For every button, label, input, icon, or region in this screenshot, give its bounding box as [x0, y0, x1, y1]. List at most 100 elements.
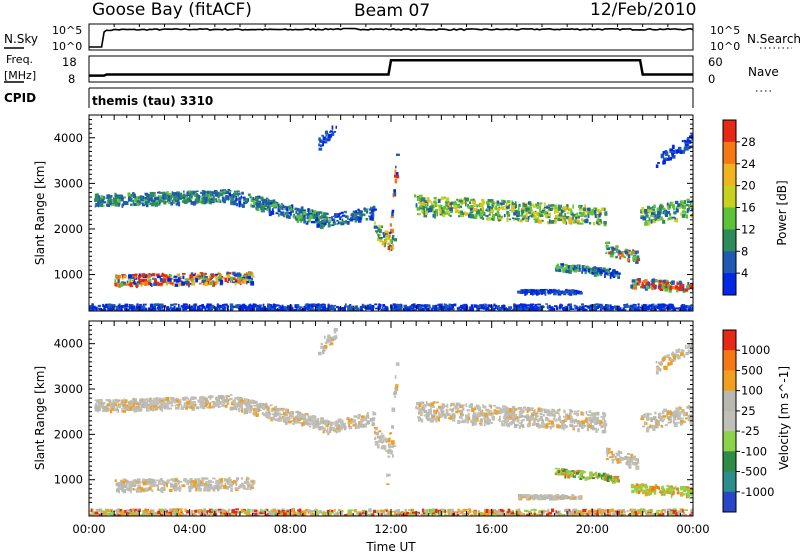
heatmap-cell [486, 413, 488, 417]
heatmap-cell [210, 281, 213, 285]
heatmap-cell [394, 307, 396, 309]
heatmap-cell [567, 212, 570, 214]
colorbar-tick-label: 4 [741, 266, 748, 280]
heatmap-cell [459, 200, 463, 202]
heatmap-cell [218, 199, 221, 201]
heatmap-cell [557, 409, 559, 411]
colorbar-tick-label: 16 [741, 201, 756, 215]
heatmap-cell [600, 305, 603, 308]
heatmap-cell [137, 200, 141, 202]
heatmap-cell [483, 417, 487, 419]
heatmap-cell [504, 414, 508, 417]
heatmap-cell [457, 408, 460, 410]
heatmap-cell [624, 250, 627, 252]
heatmap-cell [600, 421, 603, 424]
heatmap-cell [224, 399, 228, 402]
heatmap-cell [498, 217, 500, 219]
heatmap-cell [575, 216, 577, 219]
heatmap-cell [391, 440, 395, 444]
heatmap-cell [573, 425, 575, 429]
heatmap-cell [680, 151, 683, 154]
heatmap-cell [395, 179, 398, 184]
heatmap-cell [131, 277, 134, 279]
heatmap-cell [646, 428, 649, 432]
heatmap-cell [637, 250, 639, 253]
heatmap-cell [661, 425, 663, 427]
heatmap-cell [533, 410, 535, 414]
heatmap-cell [293, 214, 295, 216]
heatmap-cell [239, 203, 241, 207]
heatmap-cell [241, 409, 243, 413]
heatmap-cell [574, 305, 577, 307]
heatmap-cell [465, 403, 467, 407]
heatmap-cell [460, 213, 462, 215]
heatmap-cell [551, 306, 554, 309]
heatmap-cell [587, 414, 591, 416]
heatmap-cell [553, 289, 555, 292]
heatmap-cell [186, 197, 189, 199]
heatmap-cell [308, 305, 311, 309]
heatmap-cell [282, 409, 286, 411]
heatmap-cell [556, 426, 560, 429]
heatmap-cell [191, 272, 194, 274]
heatmap-cell [649, 425, 651, 428]
heatmap-cell [662, 206, 664, 208]
heatmap-cell [392, 454, 394, 458]
heatmap-cell [540, 214, 544, 217]
nave-tick-low: 0 [708, 72, 715, 86]
heatmap-cell [657, 421, 660, 423]
colorbar-segment [723, 229, 736, 251]
heatmap-cell [575, 215, 577, 217]
heatmap-cell [518, 220, 520, 222]
heatmap-cell [666, 284, 668, 287]
heatmap-cell [116, 276, 120, 280]
heatmap-cell [432, 305, 435, 307]
heatmap-cell [665, 150, 667, 153]
heatmap-cell [574, 411, 577, 413]
heatmap-cell [467, 409, 471, 411]
heatmap-cell [161, 307, 163, 309]
y-tick-label: 2000 [54, 222, 83, 236]
heatmap-cell [630, 306, 634, 308]
heatmap-cell [124, 196, 126, 198]
heatmap-cell [133, 203, 136, 206]
heatmap-cell [611, 451, 613, 455]
heatmap-cell [513, 212, 516, 216]
heatmap-cell [490, 414, 492, 416]
heatmap-cell [631, 461, 633, 464]
heatmap-cell [592, 427, 595, 430]
heatmap-cell [134, 199, 137, 202]
heatmap-cell [405, 307, 408, 310]
heatmap-cell [540, 408, 543, 411]
heatmap-cell [274, 306, 276, 310]
heatmap-cell [389, 232, 391, 234]
heatmap-cell [513, 415, 515, 419]
heatmap-cell [554, 211, 556, 215]
noise-sky-line [89, 29, 693, 48]
heatmap-cell [509, 408, 512, 412]
heatmap-cell [281, 410, 284, 412]
heatmap-cell [110, 410, 112, 413]
heatmap-cell [99, 399, 103, 403]
heatmap-cell [628, 457, 630, 461]
heatmap-cell [680, 423, 683, 426]
heatmap-cell [276, 414, 279, 416]
heatmap-cell [162, 192, 166, 194]
heatmap-cell [610, 306, 612, 309]
heatmap-cell [168, 278, 172, 282]
heatmap-cell [578, 206, 581, 208]
heatmap-cell [669, 286, 672, 290]
heatmap-cell [641, 284, 643, 287]
heatmap-cell [482, 410, 484, 414]
heatmap-cell [556, 307, 558, 311]
heatmap-cell [581, 212, 585, 216]
heatmap-cell [260, 197, 264, 200]
heatmap-cell [366, 414, 368, 417]
heatmap-cell [322, 141, 325, 144]
heatmap-cell [504, 308, 508, 310]
heatmap-cell [474, 406, 476, 408]
heatmap-cell [521, 420, 524, 422]
heatmap-cell [662, 285, 664, 289]
heatmap-cell [253, 400, 255, 402]
heatmap-cell [635, 460, 638, 462]
